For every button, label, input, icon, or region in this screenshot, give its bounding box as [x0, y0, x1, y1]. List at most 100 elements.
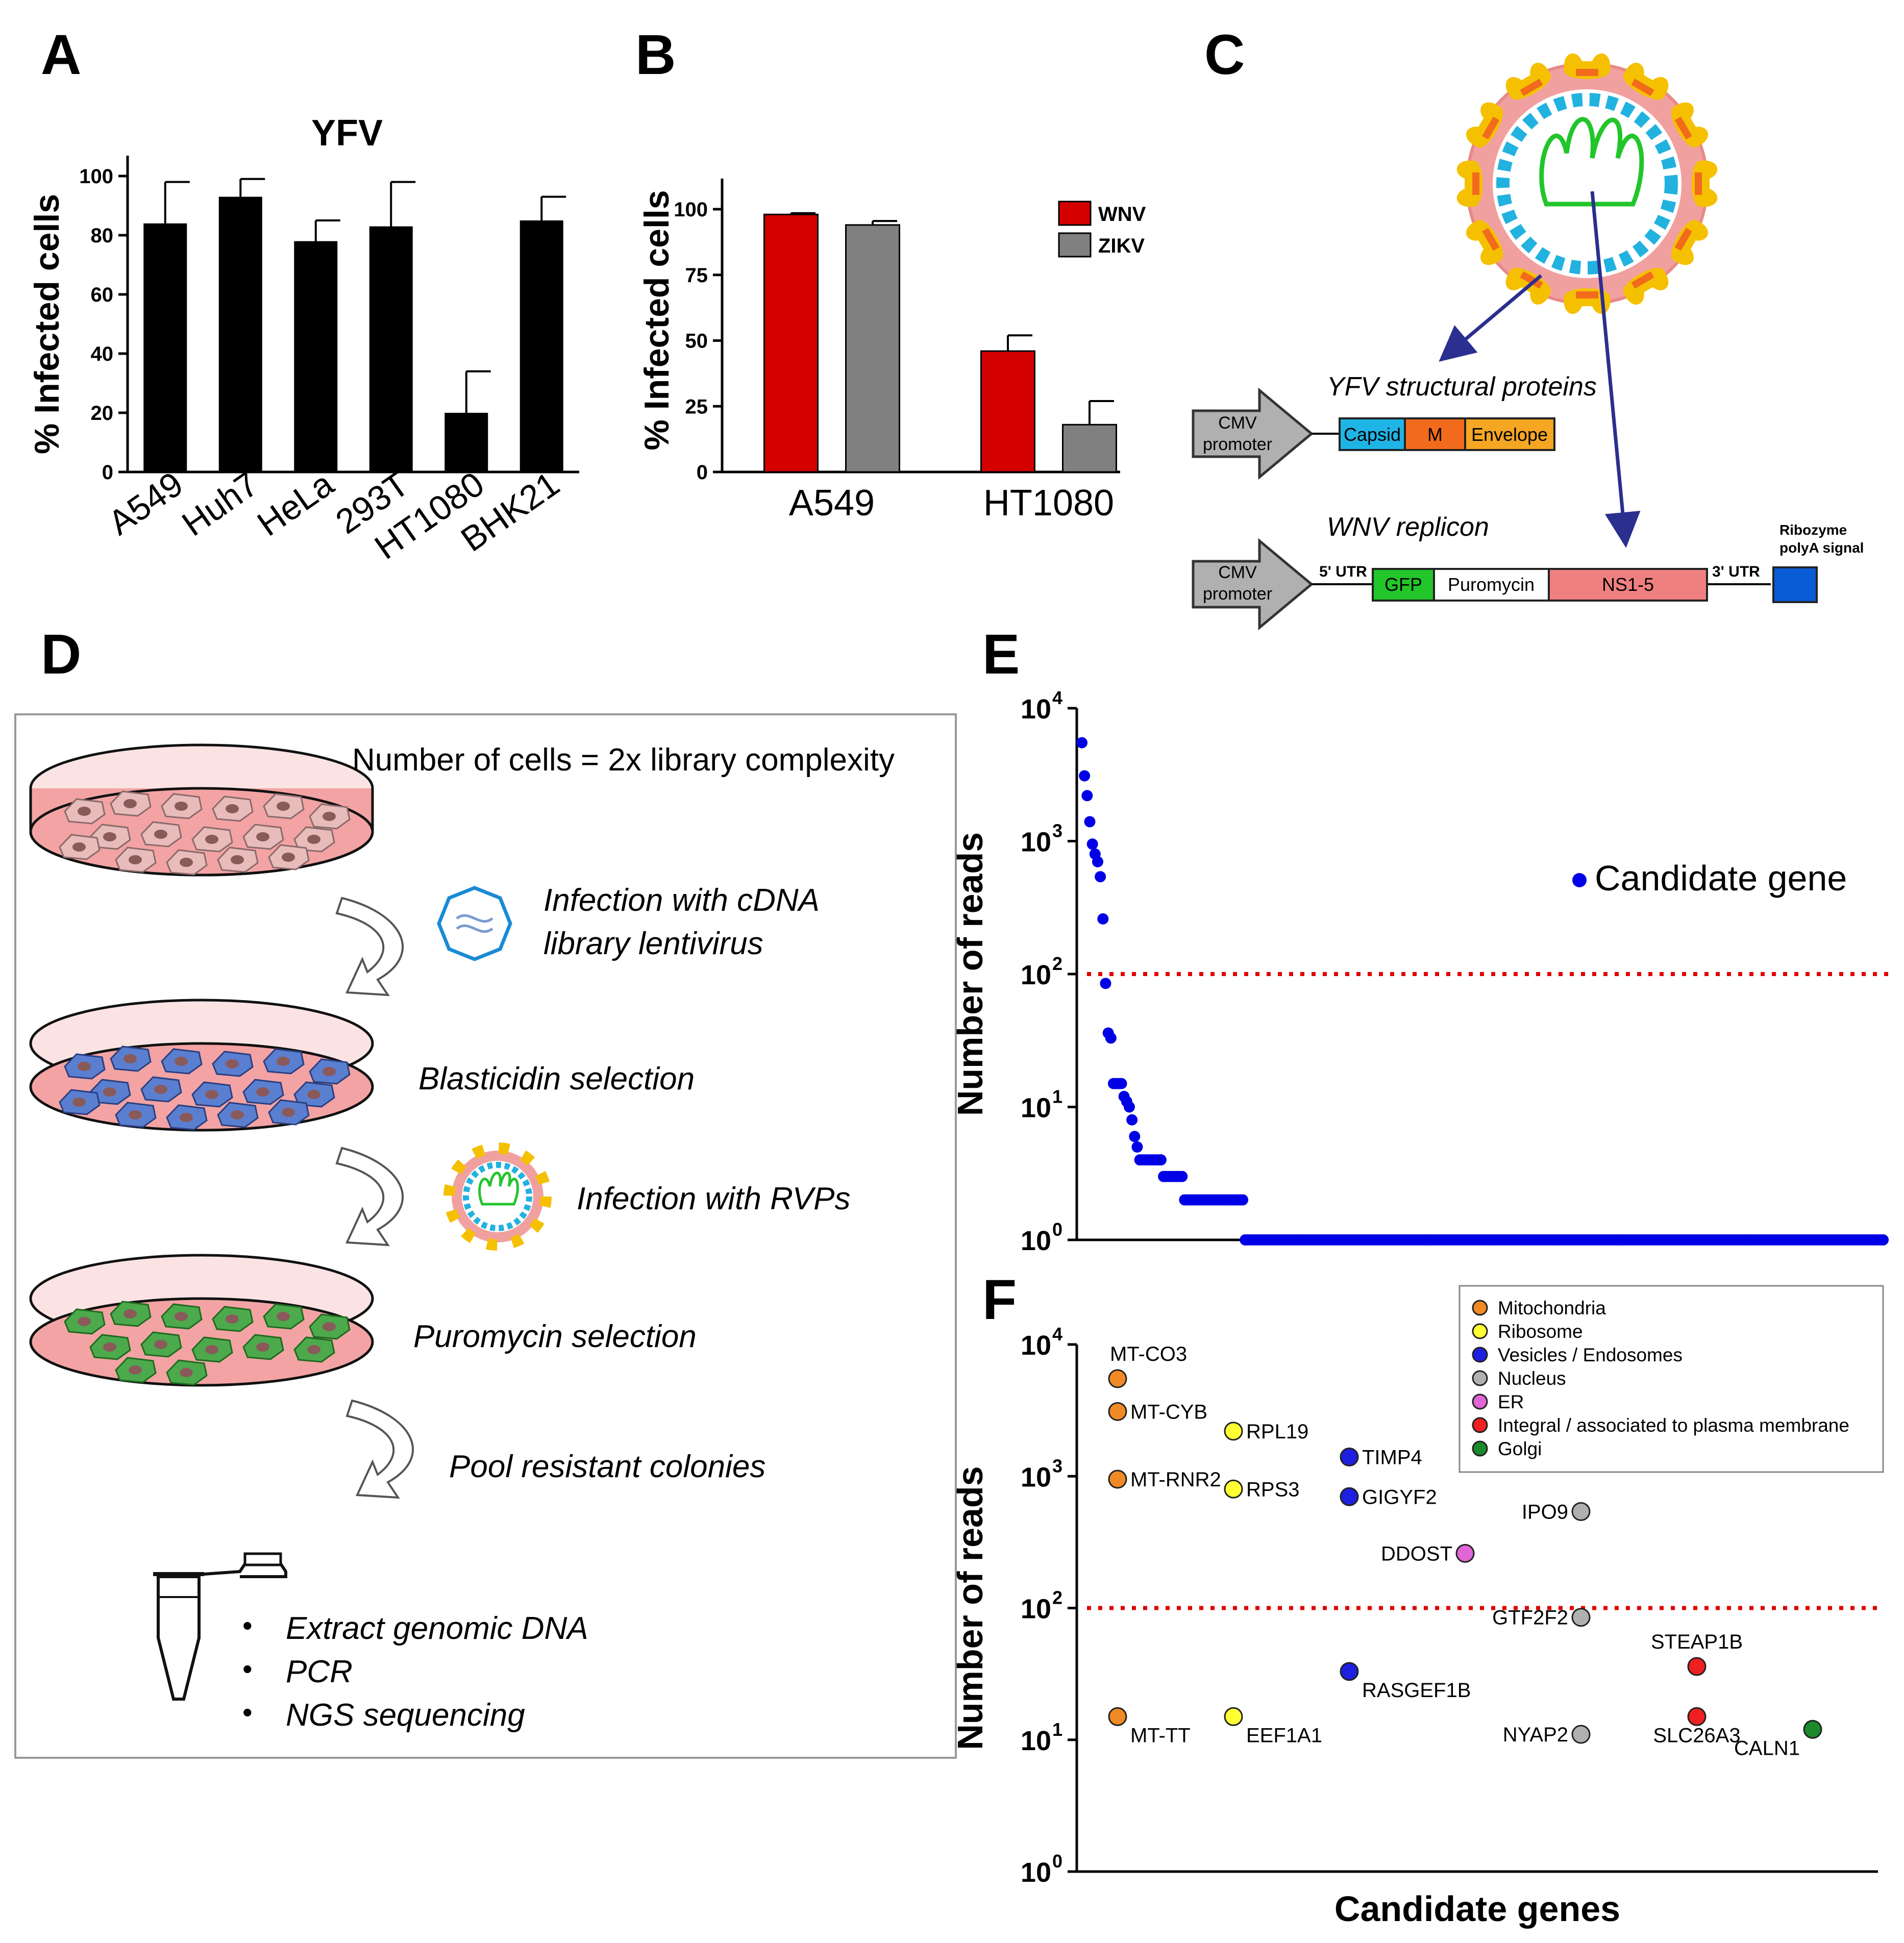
spike-base — [1631, 79, 1654, 96]
gene-label: DDOST — [1381, 1542, 1452, 1565]
chart-a-yfv: YFV 0 20 40 60 80 100 % Infected cells A549Huh7H… — [28, 113, 579, 567]
panel-d-workflow: Number of cells = 2x library complexity … — [14, 713, 957, 1759]
bullet-text-1: Extract genomic DNA — [286, 1611, 588, 1646]
lentivirus-icon — [437, 886, 512, 961]
envelope-segment — [1464, 417, 1555, 451]
y-tick-label: 50 — [685, 330, 708, 353]
y-tick-label: 10 — [1021, 1594, 1051, 1625]
gfp-segment — [1372, 568, 1435, 602]
curved-arrow-3 — [345, 1399, 414, 1499]
bar — [444, 413, 488, 472]
panel-label-a: A — [41, 23, 81, 86]
legend-label: Integral / associated to plasma membrane — [1498, 1415, 1849, 1436]
gene-point — [1340, 1487, 1359, 1506]
cell-nucleus — [103, 1342, 116, 1352]
y-tick-label: 80 — [91, 225, 114, 247]
data-point — [1129, 1131, 1141, 1142]
legend-marker — [1472, 1393, 1488, 1410]
arrow-to-wnv — [1590, 191, 1641, 548]
panel-label-d: D — [41, 623, 81, 686]
legend-marker — [1472, 1440, 1488, 1457]
data-point — [1126, 1114, 1138, 1126]
gene-point — [1224, 1422, 1243, 1441]
spike-body — [1456, 160, 1482, 207]
cell-nucleus — [78, 1317, 91, 1326]
cell-nucleus — [277, 1057, 290, 1066]
y-tick-label: 40 — [91, 343, 114, 365]
y-tick-label: 0 — [102, 461, 113, 484]
y-axis-label: Number of reads — [950, 1466, 990, 1750]
cell-nucleus — [180, 1368, 193, 1377]
y-tick-label: 60 — [91, 284, 114, 306]
yfv-construct-title: YFV structural proteins — [1327, 372, 1597, 402]
spike-body — [1623, 63, 1669, 100]
cell-nucleus — [180, 858, 193, 867]
data-point — [1092, 856, 1103, 867]
cell-nucleus — [175, 1057, 188, 1066]
legend-marker — [1472, 1417, 1488, 1433]
rvp-icon — [443, 1142, 552, 1251]
polya-label: polyA signal — [1779, 540, 1864, 556]
gene-point — [1340, 1448, 1359, 1467]
data-point — [1116, 1078, 1127, 1089]
spike-body — [1623, 267, 1669, 305]
x-tick-label: A549 — [789, 483, 875, 524]
spike-base — [1472, 172, 1479, 195]
x-axis-label: Candidate genes — [1334, 1889, 1620, 1929]
y-tick-label: 10 — [1021, 960, 1051, 990]
legend-label: ER — [1498, 1391, 1524, 1412]
y-axis-label: % Infected cells — [28, 194, 66, 454]
gene-label: RPS3 — [1246, 1478, 1300, 1501]
spike — [1623, 63, 1669, 100]
cell-nucleus — [123, 799, 137, 808]
bar-zikv — [845, 224, 900, 473]
virus-particle-icon — [1456, 53, 1718, 314]
bullet-1: • — [242, 1609, 253, 1641]
cell-nucleus — [256, 832, 269, 841]
data-point — [1086, 838, 1098, 850]
cell-nucleus — [282, 853, 295, 862]
data-point — [1076, 737, 1087, 749]
cells-text: Number of cells = 2x library complexity — [352, 742, 895, 778]
bar — [294, 241, 338, 472]
cell-nucleus — [226, 804, 239, 813]
y-tick-label: 75 — [685, 264, 708, 287]
cell-nucleus — [205, 835, 218, 844]
gene-point — [1108, 1707, 1127, 1726]
y-axis-label: Number of reads — [950, 832, 990, 1116]
data-point — [1097, 913, 1109, 925]
spike-body — [1564, 288, 1611, 314]
spike-base — [1631, 271, 1654, 289]
cell-nucleus — [307, 835, 320, 844]
bar-wnv — [763, 213, 819, 473]
spike-body — [1692, 160, 1718, 207]
y-tick-label: 10 — [1021, 1726, 1051, 1756]
spike-body — [1671, 220, 1708, 265]
promoter-label: promoter — [1203, 584, 1272, 604]
data-point — [1155, 1154, 1167, 1166]
gene-label: EEF1A1 — [1246, 1724, 1322, 1747]
y-tick-label: 10 — [1021, 827, 1051, 858]
spike-body — [1564, 53, 1611, 79]
y-tick-exponent: 4 — [1052, 1324, 1062, 1344]
gene-point — [1108, 1469, 1127, 1489]
x-tick-label: HeLa — [251, 464, 341, 544]
y-tick-exponent: 1 — [1052, 1086, 1062, 1107]
data-point — [1877, 1234, 1889, 1245]
cell-nucleus — [129, 1365, 142, 1375]
y-tick-label: 10 — [1021, 1226, 1051, 1256]
puromycin-label: Puromycin — [1448, 574, 1535, 595]
cell-nucleus — [72, 1098, 86, 1107]
y-tick-label: 100 — [674, 198, 708, 221]
utr3-label: 3' UTR — [1712, 563, 1760, 580]
spike-body — [1671, 102, 1708, 147]
spike — [1466, 220, 1503, 265]
capsid-label: Capsid — [1344, 424, 1401, 445]
spike-body — [1466, 220, 1503, 265]
bullet-2: • — [242, 1653, 253, 1685]
gene-point — [1803, 1720, 1822, 1739]
spike-base — [1482, 228, 1500, 251]
cell-nucleus — [103, 832, 116, 841]
cell-nucleus — [154, 1085, 167, 1094]
